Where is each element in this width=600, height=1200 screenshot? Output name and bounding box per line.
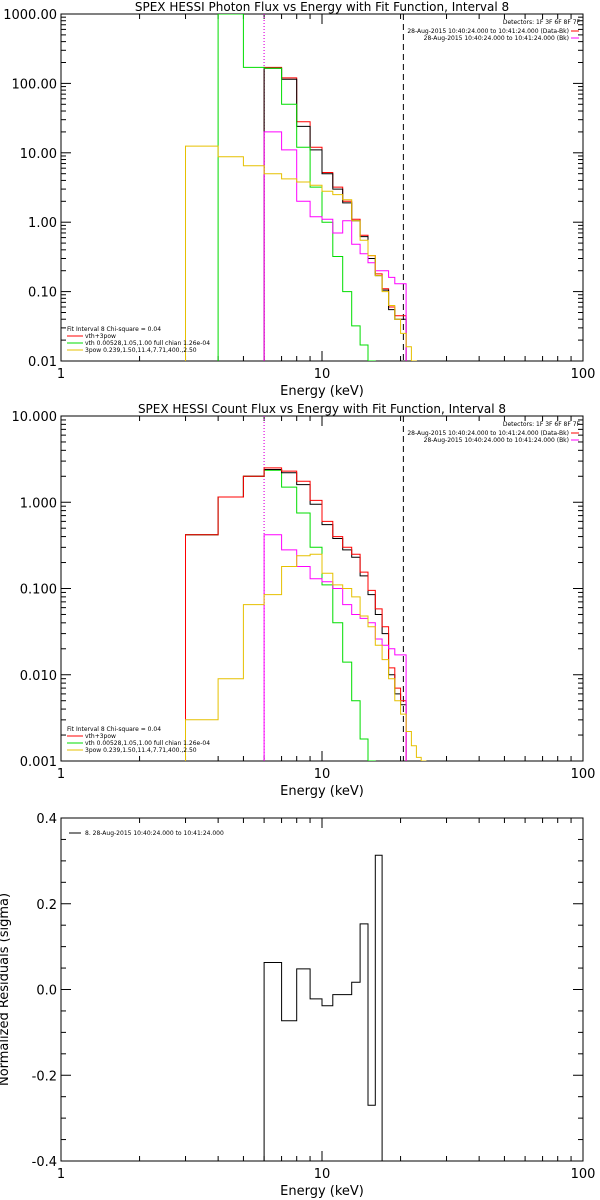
x-tick-label: 10	[314, 1167, 331, 1182]
y-tick-label: 10.000	[12, 410, 58, 425]
series-line-1	[263, 66, 407, 361]
x-tick-label: 1	[57, 767, 65, 782]
legend-entry-text: vth+3pow	[85, 333, 116, 340]
y-tick-label: -0.4	[32, 1155, 57, 1170]
y-tick-label: 0.10	[28, 286, 57, 301]
legend-entry-text: vth 0.00528,1.05,1.00 full chian 1.26e-0…	[85, 740, 210, 747]
legend-entry-text: 3pow 0.239,1.50,11.4,7.71,400.,2.50	[85, 747, 197, 754]
y-tick-label: 1000.00	[3, 8, 57, 23]
series-line-5	[185, 553, 427, 761]
chart-title: SPEX HESSI Count Flux vs Energy with Fit…	[138, 402, 506, 416]
y-tick-label: 0.100	[20, 583, 57, 598]
plot-frame	[60, 415, 584, 762]
x-tick-label: 100	[571, 367, 596, 382]
series-line-3	[217, 14, 376, 361]
legend-entry-text: 28-Aug-2015 10:40:24.000 to 10:41:24.000…	[424, 35, 569, 42]
x-tick-label: 100	[571, 1167, 596, 1182]
plot-area	[263, 854, 412, 1161]
plot-area	[185, 14, 417, 361]
legend-entry-text: vth+3pow	[85, 733, 116, 740]
chart-title: SPEX HESSI Photon Flux vs Energy with Fi…	[135, 0, 509, 14]
y-tick-label: 0.2	[36, 898, 57, 913]
y-tick-label: 0.01	[28, 355, 57, 370]
legend-entry-text: 28-Aug-2015 10:40:24.000 to 10:41:24.000…	[407, 430, 569, 437]
x-tick-label: 1	[57, 1167, 65, 1182]
legend-entry-text: 3pow 0.239,1.50,11.4,7.71,400.,2.50	[85, 347, 197, 354]
x-axis-label: Energy (keV)	[280, 1184, 364, 1199]
panel-1: SPEX HESSI Photon Flux vs Energy with Fi…	[3, 0, 595, 399]
x-tick-label: 10	[314, 367, 331, 382]
y-tick-label: 1.000	[20, 496, 57, 511]
y-tick-label: 100.00	[12, 77, 58, 92]
legend-entry-text: vth 0.00528,1.05,1.00 full chian 1.26e-0…	[85, 340, 210, 347]
fit-info-text: Fit Interval 8 Chi-square = 0.04	[67, 326, 161, 333]
detectors-label: Detectors: 1F 3F 6F 8F 7F	[503, 421, 581, 428]
y-tick-label: -0.2	[32, 1069, 57, 1084]
plot-frame	[60, 817, 584, 1162]
y-tick-label: 0.4	[36, 812, 57, 827]
y-axis-label: Normalized Residuals (sigma)	[0, 893, 12, 1086]
plot-area	[185, 416, 427, 761]
panel-3: 1 10 100 Energy (keV) -0.4 -0.2 0.0 0.2 0.4 Norma…	[0, 812, 595, 1199]
legend-entry-text: 28-Aug-2015 10:40:24.000 to 10:41:24.000…	[407, 28, 569, 35]
y-tick-label: 0.001	[20, 755, 57, 770]
panel-2: SPEX HESSI Count Flux vs Energy with Fit…	[12, 402, 596, 799]
x-axis-label: Energy (keV)	[280, 384, 364, 399]
x-tick-label: 1	[57, 367, 65, 382]
series-line-4	[263, 131, 407, 361]
y-tick-label: 10.00	[20, 147, 57, 162]
x-tick-label: 100	[571, 767, 596, 782]
series-line-1	[185, 469, 376, 761]
series-line-4	[263, 534, 407, 761]
y-tick-label: 1.00	[28, 216, 57, 231]
series-line-2	[263, 67, 407, 361]
fit-info-text: Fit Interval 8 Chi-square = 0.04	[67, 726, 161, 733]
series-line-1	[263, 854, 412, 1161]
y-tick-label: 0.010	[20, 669, 57, 684]
x-axis-label: Energy (keV)	[280, 784, 364, 799]
y-tick-label: 0.0	[36, 984, 57, 999]
legend-entry-text: 28-Aug-2015 10:40:24.000 to 10:41:24.000…	[424, 437, 569, 444]
series-line-5	[185, 145, 417, 361]
x-tick-label: 10	[314, 767, 331, 782]
legend-entry-text: 8. 28-Aug-2015 10:40:24.000 to 10:41:24.…	[85, 830, 224, 837]
detectors-label: Detectors: 1F 3F 6F 8F 7F	[503, 19, 581, 26]
